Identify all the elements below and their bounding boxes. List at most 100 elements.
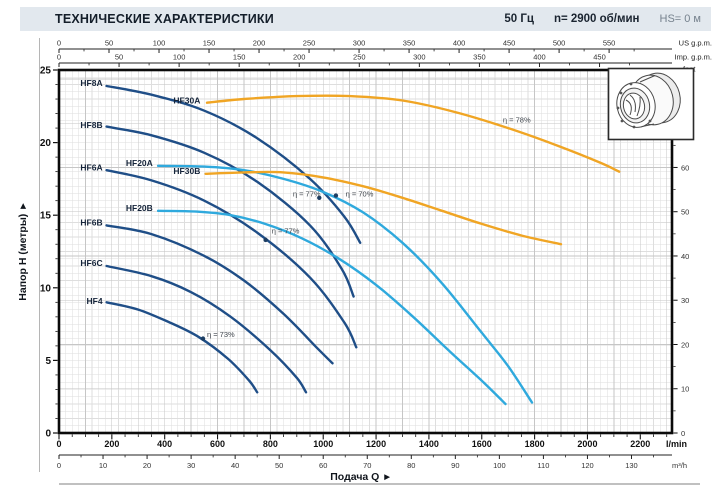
curve-HF8B — [105, 125, 355, 298]
efficiency-label: η = 77% — [293, 190, 321, 199]
curve-labels: HF8A HF8B HF6A HF6B HF6C HF4 HF20A HF20B HF30A HF… — [80, 78, 200, 306]
chart-frame — [57, 68, 674, 435]
svg-text:250: 250 — [353, 53, 366, 62]
svg-text:90: 90 — [451, 461, 459, 470]
speed-value: n= 2900 об/мин — [553, 13, 640, 25]
curve-HF30B — [204, 170, 563, 246]
svg-text:70: 70 — [363, 461, 371, 470]
svg-text:200: 200 — [293, 53, 306, 62]
curve-HF30A — [205, 94, 621, 173]
svg-text:500: 500 — [553, 39, 566, 48]
svg-text:30: 30 — [681, 296, 689, 305]
efficiency-dot — [263, 237, 268, 243]
svg-text:450: 450 — [593, 53, 606, 62]
svg-text:40: 40 — [681, 252, 689, 261]
svg-text:2200: 2200 — [630, 439, 650, 449]
curve-label-HF6B: HF6B — [80, 217, 102, 227]
efficiency-marks: η = 78% η = 77% η = 70% η = 77% η = 73% — [200, 116, 531, 341]
curve-label-HF20A: HF20A — [126, 158, 153, 168]
svg-text:60: 60 — [319, 461, 327, 470]
svg-text:100: 100 — [153, 39, 166, 48]
svg-text:800: 800 — [263, 439, 278, 449]
svg-text:60: 60 — [681, 163, 689, 172]
curve-HF20B — [156, 209, 507, 406]
svg-text:20: 20 — [40, 138, 52, 149]
svg-text:15: 15 — [40, 211, 52, 222]
svg-text:0: 0 — [57, 39, 61, 48]
pump-curves — [105, 84, 621, 406]
curve-HF8A — [105, 84, 362, 244]
pump-image — [607, 67, 695, 141]
svg-text:l/min: l/min — [666, 439, 687, 449]
svg-text:250: 250 — [303, 39, 316, 48]
svg-text:Imp. g.p.m.: Imp. g.p.m. — [674, 53, 712, 62]
efficiency-dot — [317, 195, 322, 200]
chart-grid — [59, 70, 672, 433]
svg-text:1000: 1000 — [313, 439, 333, 449]
svg-text:400: 400 — [453, 39, 466, 48]
svg-text:1200: 1200 — [366, 439, 386, 449]
svg-text:350: 350 — [473, 53, 486, 62]
svg-text:50: 50 — [275, 461, 283, 470]
efficiency-label: η = 78% — [503, 116, 531, 125]
curve-label-HF6A: HF6A — [80, 162, 102, 172]
svg-text:20: 20 — [143, 461, 151, 470]
header-specs: 50 Гц n= 2900 об/мин HS= 0 м — [504, 13, 701, 25]
curve-HF6C — [105, 264, 308, 394]
svg-text:25: 25 — [40, 66, 52, 77]
curve-HF4 — [105, 301, 259, 394]
svg-text:600: 600 — [210, 439, 225, 449]
svg-text:150: 150 — [233, 53, 246, 62]
svg-text:450: 450 — [503, 39, 516, 48]
svg-text:30: 30 — [187, 461, 195, 470]
svg-text:80: 80 — [407, 461, 415, 470]
svg-text:50: 50 — [115, 53, 123, 62]
svg-text:1600: 1600 — [472, 439, 492, 449]
svg-text:40: 40 — [231, 461, 239, 470]
svg-text:350: 350 — [403, 39, 416, 48]
curve-label-HF4: HF4 — [87, 296, 103, 306]
frequency-value: 50 Гц — [504, 13, 534, 25]
svg-text:0: 0 — [56, 439, 61, 449]
svg-text:120: 120 — [581, 461, 594, 470]
efficiency-label: η = 77% — [272, 227, 300, 236]
efficiency-label: η = 70% — [346, 190, 374, 199]
pump-flange-bolts — [616, 82, 652, 129]
svg-text:300: 300 — [353, 39, 366, 48]
svg-text:US g.p.m.: US g.p.m. — [679, 39, 712, 48]
svg-text:10: 10 — [99, 461, 107, 470]
svg-text:400: 400 — [533, 53, 546, 62]
svg-text:10: 10 — [40, 283, 52, 294]
svg-text:20: 20 — [681, 340, 689, 349]
svg-text:0: 0 — [45, 429, 51, 440]
curve-label-HF30B: HF30B — [173, 166, 200, 176]
efficiency-label: η = 73% — [207, 330, 235, 339]
svg-text:50: 50 — [681, 208, 689, 217]
suction-head-value: HS= 0 м — [659, 13, 702, 25]
efficiency-dot — [333, 193, 339, 198]
svg-text:5: 5 — [45, 356, 51, 367]
svg-text:100: 100 — [493, 461, 506, 470]
header-bar: ТЕХНИЧЕСКИЕ ХАРАКТЕРИСТИКИ 50 Гц n= 2900… — [20, 7, 711, 31]
curve-HF20A — [156, 164, 534, 404]
svg-text:Подача Q▶: Подача Q ▶ — [330, 471, 390, 483]
efficiency-dot — [200, 336, 206, 341]
curve-label-HF8B: HF8B — [80, 120, 102, 130]
svg-text:10: 10 — [681, 385, 689, 394]
svg-text:1800: 1800 — [525, 439, 545, 449]
svg-text:130: 130 — [625, 461, 638, 470]
svg-text:110: 110 — [537, 461, 549, 470]
svg-text:0: 0 — [681, 429, 685, 438]
svg-text:550: 550 — [603, 39, 616, 48]
svg-text:Напор H (метры)▶: Напор H (метры)▶ — [17, 203, 29, 301]
svg-text:1400: 1400 — [419, 439, 439, 449]
curve-label-HF8A: HF8A — [80, 78, 102, 88]
svg-text:300: 300 — [413, 53, 426, 62]
curve-HF6B — [105, 224, 334, 365]
svg-text:m³/h: m³/h — [672, 461, 687, 470]
page-rules — [39, 38, 700, 485]
page-title: ТЕХНИЧЕСКИЕ ХАРАКТЕРИСТИКИ — [55, 12, 274, 26]
svg-text:400: 400 — [157, 439, 172, 449]
svg-text:100: 100 — [173, 53, 186, 62]
